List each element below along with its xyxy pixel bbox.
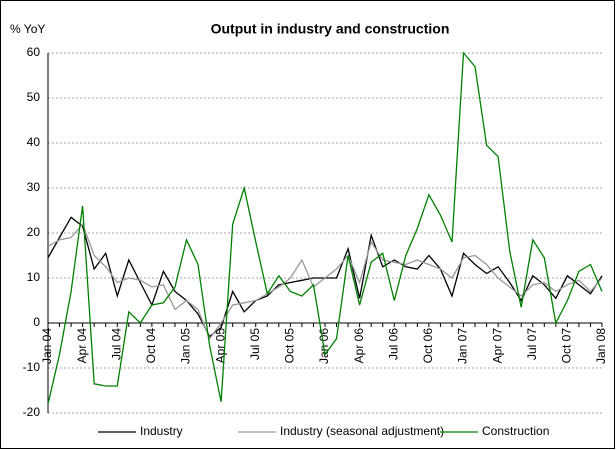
x-tick-label: Oct 07 <box>560 328 574 364</box>
x-tick-label: Jul 07 <box>525 328 539 360</box>
y-tick-label: -20 <box>23 405 41 419</box>
legend-label: Industry (seasonal adjustment) <box>280 424 444 438</box>
y-tick-label: 40 <box>27 135 41 149</box>
x-tick-label: Oct 04 <box>144 328 158 364</box>
x-tick-label: Jan 08 <box>594 328 608 364</box>
x-tick-label: Jan 07 <box>456 328 470 364</box>
y-tick-label: 10 <box>27 270 41 284</box>
series-line <box>47 51 603 405</box>
y-tick-label: 30 <box>27 180 41 194</box>
x-tick-label: Jan 04 <box>40 328 54 364</box>
y-tick-label: 20 <box>27 225 41 239</box>
x-tick-label: Apr 04 <box>75 328 89 364</box>
y-tick-label: 0 <box>33 315 40 329</box>
y-axis-label: % YoY <box>10 22 45 36</box>
series-line <box>47 222 603 341</box>
x-tick-label: Jul 05 <box>248 328 262 360</box>
x-tick-label: Apr 06 <box>352 328 366 364</box>
x-tick-label: Oct 06 <box>421 328 435 364</box>
x-tick-label: Oct 05 <box>283 328 297 364</box>
y-tick-label: 60 <box>27 45 41 59</box>
legend-label: Construction <box>482 424 549 438</box>
chart-title: Output in industry and construction <box>211 21 450 37</box>
y-tick-label: 50 <box>27 90 41 104</box>
x-tick-label: Apr 07 <box>490 328 504 364</box>
legend-label: Industry <box>140 424 183 438</box>
y-tick-label: -10 <box>23 360 41 374</box>
x-tick-label: Jan 05 <box>179 328 193 364</box>
x-tick-label: Jul 06 <box>386 328 400 360</box>
x-tick-label: Jul 04 <box>109 328 123 360</box>
